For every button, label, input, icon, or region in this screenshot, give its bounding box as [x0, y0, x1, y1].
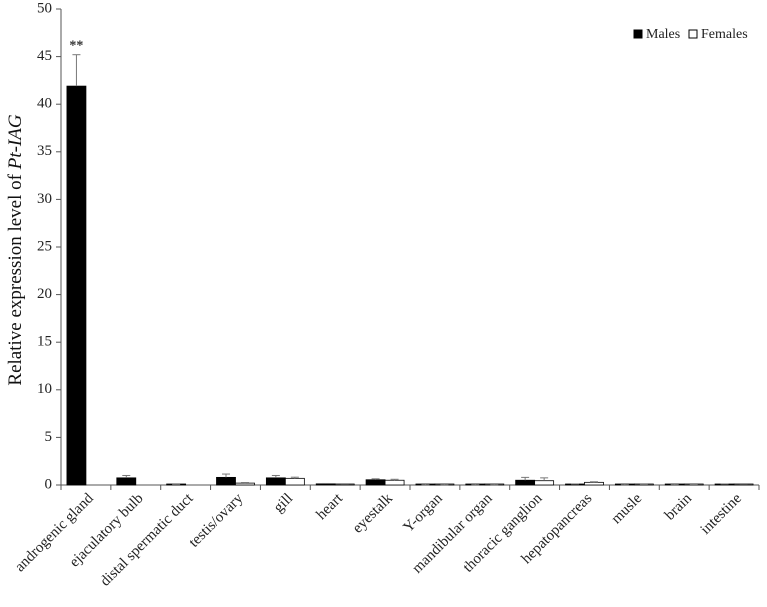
x-category-label: Y-organ [400, 490, 446, 536]
bar-females [235, 482, 255, 486]
x-category-label: musle [609, 490, 646, 527]
legend: Males Females [633, 27, 748, 42]
y-tick-label: 50 [37, 0, 52, 16]
y-axis: 0 5 10 15 20 25 30 35 40 45 50 [37, 0, 62, 492]
bar-females [384, 479, 405, 486]
legend-swatch-females [688, 29, 698, 39]
bar-males [116, 477, 137, 486]
bar-females [584, 481, 604, 486]
bar-males [315, 483, 336, 486]
y-tick-label: 35 [37, 143, 52, 159]
x-category-label: testis/ovary [186, 490, 247, 551]
x-axis [60, 484, 760, 490]
x-category-label: distal spermatic duct [97, 490, 197, 590]
x-category-label: brain [662, 490, 695, 523]
bar-males [515, 479, 536, 486]
y-tick-label: 20 [37, 286, 52, 302]
y-tick-label: 25 [37, 238, 52, 254]
bar-males [365, 479, 386, 486]
bar-males [66, 85, 87, 486]
y-tick-label: 40 [37, 96, 52, 112]
y-tick-label: 45 [37, 48, 52, 64]
bar-males [216, 476, 236, 486]
bar-females [284, 477, 305, 486]
y-tick-label: 0 [45, 476, 53, 492]
y-tick-label: 30 [37, 191, 52, 207]
x-category-label: gill [271, 491, 296, 516]
y-tick-label: 15 [37, 334, 52, 350]
error-bars-group [72, 54, 748, 486]
x-category-label: heart [314, 490, 347, 523]
annotations-group: ** [69, 39, 83, 54]
bar-males [265, 477, 286, 486]
y-axis-label-gene: Pt-IAG [5, 114, 26, 170]
y-tick-label: 5 [45, 429, 53, 445]
legend-swatch-males [633, 29, 643, 39]
x-category-label: intestine [698, 490, 745, 537]
legend-label-males: Males [646, 27, 680, 42]
bars-group [66, 85, 754, 486]
y-tick-label: 10 [37, 381, 52, 397]
y-axis-label: Relative expression level of Pt-IAG [5, 114, 26, 385]
x-category-label: eyestalk [350, 490, 396, 536]
significance-annotation: ** [69, 39, 83, 54]
bar-females [534, 480, 555, 486]
legend-label-females: Females [701, 27, 748, 42]
